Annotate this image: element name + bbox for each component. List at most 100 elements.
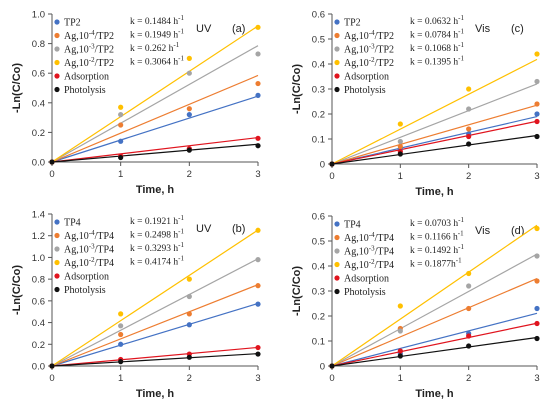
legend-label: Ag,10-2/TP4: [344, 258, 394, 271]
legend-marker: [54, 219, 60, 225]
x-tick-label: 3: [534, 373, 539, 384]
legend-label: Photolysis: [64, 85, 106, 96]
data-point-series-5: [466, 343, 472, 349]
data-point-series-3: [397, 121, 403, 127]
data-point-series-3: [118, 311, 124, 317]
data-point-series-5: [255, 351, 261, 357]
y-tick-label: 0.8: [32, 39, 45, 50]
data-point-series-1: [397, 143, 403, 150]
legend-marker: [334, 248, 340, 254]
x-tick-label: 3: [255, 373, 260, 384]
data-point-series-2: [397, 328, 403, 334]
fit-line-series-0: [51, 95, 259, 163]
y-tick-label: 0.3: [312, 287, 325, 298]
legend-marker: [334, 288, 340, 295]
data-point-series-0: [186, 112, 192, 118]
y-tick-label: 0.4: [312, 60, 325, 71]
legend-marker: [54, 273, 60, 279]
legend-marker: [334, 46, 340, 52]
x-tick-label: 2: [466, 373, 471, 384]
data-point-series-0: [255, 92, 261, 98]
y-tick-label: 0: [320, 362, 325, 373]
legend-marker: [54, 286, 60, 293]
data-point-series-5: [118, 154, 124, 161]
y-tick-label: 0.2: [312, 312, 325, 323]
x-axis-title: Time, h: [136, 184, 175, 196]
x-tick-label: 0: [49, 373, 54, 384]
x-axis-title: Time, h: [136, 388, 175, 400]
x-axis-title: Time, h: [415, 186, 454, 198]
x-tick-label: 3: [534, 171, 539, 182]
x-tick-label: 1: [118, 169, 123, 180]
y-tick-label: 0.1: [312, 135, 325, 146]
fit-line-series-2: [51, 45, 259, 163]
legend-label: Photolysis: [344, 85, 386, 96]
fit-line-series-5: [331, 336, 538, 367]
data-point-series-5: [397, 353, 403, 359]
y-tick-label: 0.8: [32, 275, 45, 286]
data-point-series-2: [186, 293, 192, 300]
y-tick-label: 0.6: [312, 10, 325, 21]
fit-line-series-5: [51, 143, 259, 163]
y-tick-label: 0.5: [312, 35, 325, 46]
fit-line-series-1: [51, 284, 259, 367]
data-point-series-1: [118, 331, 124, 338]
legend-marker: [54, 46, 60, 52]
legend-marker: [54, 59, 60, 66]
legend-label: TP2: [344, 18, 361, 29]
rate-constant-label: k = 0.4174 h-1: [130, 255, 184, 268]
fit-line-series-3: [51, 25, 259, 163]
legend-label: Ag,10-3/TP4: [344, 245, 394, 258]
panel-letter-label: (a): [232, 23, 245, 35]
data-point-series-5: [186, 354, 192, 360]
panel-letter-label: (b): [232, 223, 245, 235]
data-point-series-4: [534, 320, 540, 327]
data-point-series-5: [255, 143, 261, 149]
legend-marker: [334, 221, 340, 227]
data-point-series-1: [186, 106, 192, 112]
y-axis-title: -Ln(C/Co): [11, 63, 23, 113]
data-point-series-2: [118, 112, 124, 118]
data-point-series-4: [466, 133, 472, 140]
data-point-series-2: [255, 51, 261, 57]
data-point-series-5: [329, 363, 335, 369]
rate-constant-label: k = 0.0703 h-1: [410, 216, 464, 229]
y-tick-label: 0.6: [312, 212, 325, 223]
data-point-series-5: [466, 141, 472, 147]
data-point-series-4: [397, 348, 403, 354]
data-point-series-5: [329, 161, 335, 167]
legend-label: Ag,10-4/TP2: [344, 29, 394, 42]
legend-marker: [334, 19, 340, 25]
data-point-series-1: [255, 80, 261, 87]
legend-marker: [334, 86, 340, 93]
fit-line-series-4: [51, 136, 259, 163]
fit-line-series-5: [51, 353, 259, 367]
fit-line-series-2: [331, 83, 538, 165]
data-point-series-0: [118, 138, 124, 144]
data-point-series-3: [186, 55, 192, 62]
legend-label: Adsorption: [344, 274, 389, 285]
legend-label: Adsorption: [344, 72, 389, 83]
rate-constant-label: k = 0.3293 h-1: [130, 241, 184, 254]
legend-marker: [54, 86, 60, 93]
data-point-series-0: [534, 111, 540, 117]
y-axis-title: -Ln(C/Co): [11, 265, 23, 315]
rate-constant-label: k = 0.1166 h-1: [410, 230, 464, 243]
y-tick-label: 0.4: [312, 262, 325, 273]
rate-constant-label: k = 0.3064 h-1: [130, 55, 184, 68]
data-point-series-0: [186, 322, 192, 328]
legend-marker: [54, 259, 60, 266]
legend-marker: [54, 19, 60, 25]
data-point-series-4: [534, 118, 540, 125]
panel-b: 0.0 0.2 0.4 0.6 0.8 1.0 1.2 1.4 0 1 2 3 Time, h -Ln(C…: [11, 210, 261, 401]
data-point-series-4: [255, 344, 261, 351]
data-point-series-3: [118, 104, 124, 110]
data-point-series-2: [397, 138, 403, 145]
legend-marker: [334, 59, 340, 66]
y-tick-label: 0.0: [32, 362, 45, 373]
data-point-series-3: [397, 303, 403, 309]
data-point-series-5: [397, 151, 403, 157]
light-source-label: UV: [196, 223, 212, 235]
fit-line-series-2: [51, 258, 259, 367]
